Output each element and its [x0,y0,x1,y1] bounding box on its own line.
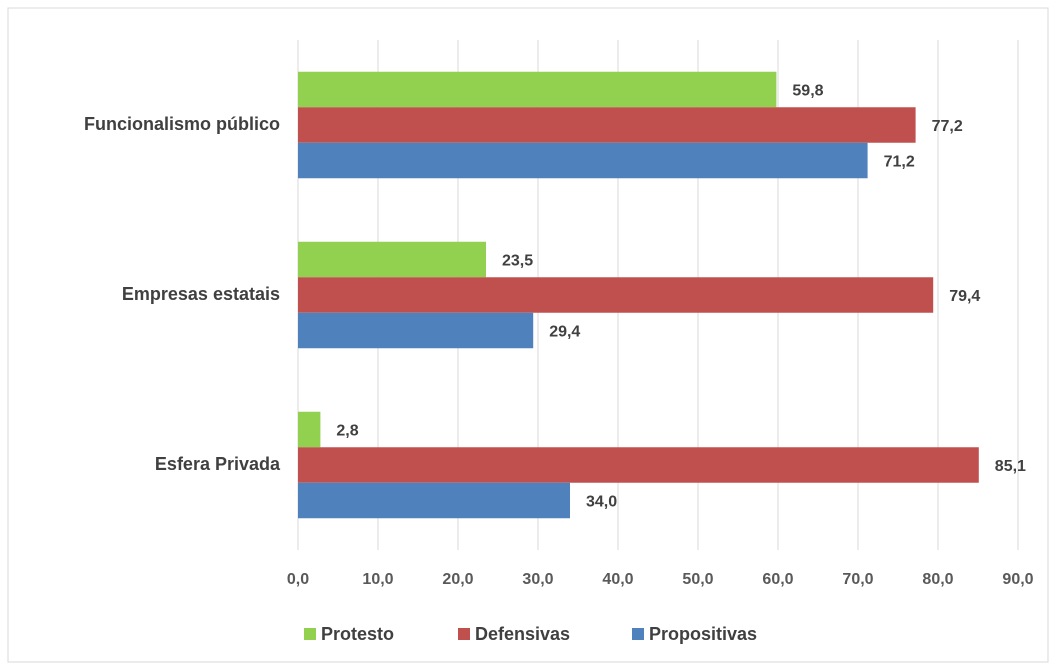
bar [298,411,321,448]
bar [298,142,868,179]
x-tick-label: 20,0 [442,571,473,588]
data-label: 85,1 [995,458,1026,475]
data-label: 77,2 [932,118,963,135]
data-label: 59,8 [792,83,823,100]
x-tick-label: 40,0 [602,571,633,588]
y-tick-label: Funcionalismo público [84,114,280,134]
bar [298,71,777,108]
data-label: 71,2 [884,154,915,171]
x-tick-label: 0,0 [287,571,309,588]
x-tick-label: 50,0 [682,571,713,588]
x-tick-label: 90,0 [1002,571,1033,588]
legend-label: Protesto [321,624,394,644]
bar [298,277,934,313]
y-tick-label: Esfera Privada [155,454,281,474]
data-label: 23,5 [502,253,533,270]
data-label: 34,0 [586,494,617,511]
legend-swatch [632,628,644,640]
x-tick-label: 80,0 [922,571,953,588]
bar [298,312,534,349]
data-label: 29,4 [549,324,580,341]
bar [298,482,570,519]
data-label: 79,4 [949,288,980,305]
legend-swatch [458,628,470,640]
legend-label: Propositivas [649,624,757,644]
data-label: 2,8 [336,423,358,440]
y-tick-label: Empresas estatais [122,284,280,304]
x-tick-label: 60,0 [762,571,793,588]
x-tick-label: 10,0 [362,571,393,588]
legend-swatch [304,628,316,640]
bar [298,447,979,483]
x-tick-label: 70,0 [842,571,873,588]
bar [298,241,486,278]
legend-label: Defensivas [475,624,570,644]
bar [298,107,916,143]
x-tick-label: 30,0 [522,571,553,588]
